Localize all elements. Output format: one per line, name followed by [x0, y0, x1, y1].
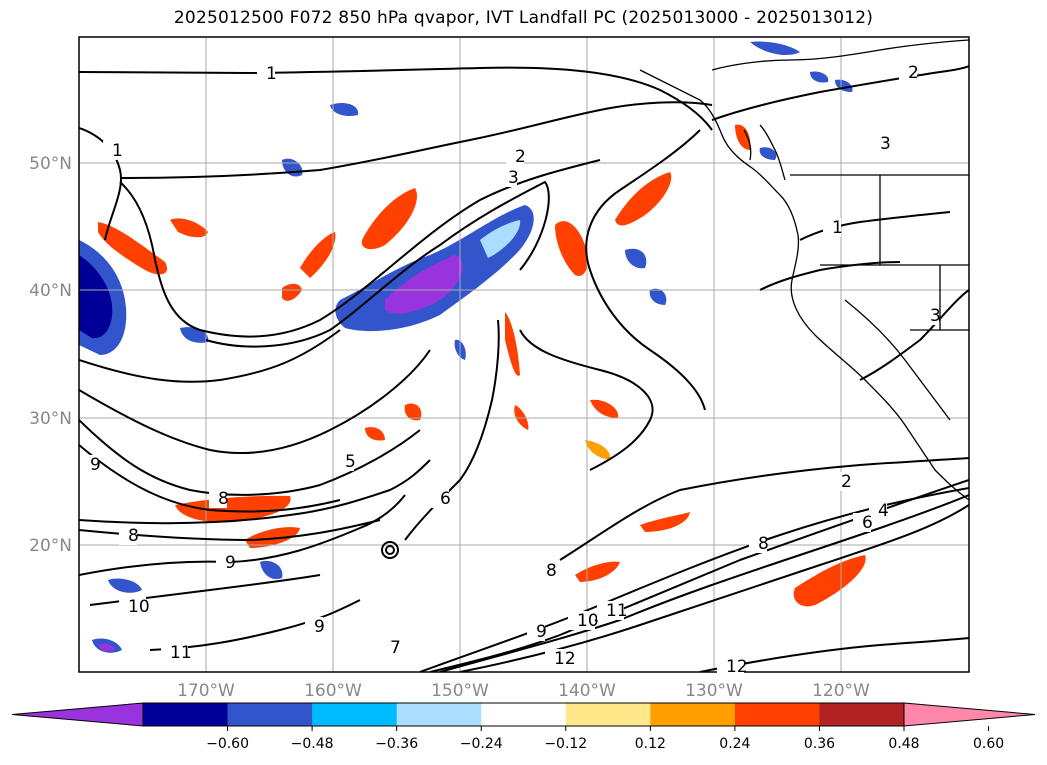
contour-label: 2 — [908, 63, 919, 83]
contour-label-bg — [832, 472, 850, 491]
colorbar-tick-label: −0.24 — [460, 736, 503, 752]
colorbar-swatch — [143, 703, 229, 726]
contour-label: 3 — [508, 168, 519, 188]
contour-label: 9 — [314, 617, 325, 637]
lat-label-50n: 50°N — [29, 154, 72, 174]
contour-label: 1 — [266, 64, 277, 84]
contour-label: 12 — [554, 649, 576, 669]
contour-label: 8 — [218, 489, 229, 509]
colorbar-swatch — [819, 703, 905, 726]
contour-label-bg — [161, 643, 188, 662]
contour-label: 7 — [390, 638, 401, 658]
contour-label-bg — [899, 63, 917, 82]
contour-label-bg — [749, 534, 767, 553]
contour-label: 2 — [515, 147, 526, 167]
ivt-contours — [79, 65, 969, 672]
contour-label-bg — [568, 611, 595, 630]
contour-label: 9 — [225, 553, 236, 573]
contour-label: 8 — [128, 526, 139, 546]
contour-label: 8 — [546, 561, 557, 581]
contour-label-bg — [921, 306, 939, 325]
lat-label-20n: 20°N — [29, 536, 72, 556]
colorbar-tick-label: −0.60 — [206, 736, 249, 752]
colorbar-max-arrow — [903, 702, 1036, 727]
contour-label: 1 — [832, 218, 843, 238]
colorbar-tick-label: 0.48 — [888, 736, 919, 752]
colorbar-tick-label: −0.36 — [375, 736, 418, 752]
lat-label-40n: 40°N — [29, 281, 72, 301]
coastline — [639, 39, 969, 501]
contour-label: 8 — [758, 534, 769, 554]
contour-label: 5 — [345, 452, 356, 472]
contour-label-bg — [499, 168, 517, 187]
colorbar-tick-label: 0.60 — [973, 736, 1004, 752]
contour-label-bg — [869, 501, 887, 520]
contour-label: 6 — [862, 513, 873, 533]
contour-label-bg — [431, 489, 449, 508]
contour-label: 2 — [841, 472, 852, 492]
lon-label-160w: 160°W — [304, 681, 362, 701]
map-title: 2025012500 F072 850 hPa qvapor, IVT Land… — [173, 8, 874, 28]
qvapor-anomaly-fill — [79, 41, 866, 653]
contour-label: 3 — [930, 306, 941, 326]
colorbar-swatch — [565, 703, 651, 726]
contour-label: 3 — [880, 134, 891, 154]
contour-label-bg — [823, 218, 841, 237]
contour-label-bg — [119, 526, 137, 545]
contour-label: 9 — [536, 622, 547, 642]
colorbar-swatch — [312, 703, 398, 726]
contour-label-bg — [336, 452, 354, 471]
colorbar-swatch — [734, 703, 820, 726]
lon-label-170w: 170°W — [177, 681, 235, 701]
contour-label-bg — [119, 597, 146, 616]
plot-frame — [78, 36, 970, 673]
contour-label-bg — [853, 513, 871, 532]
contour-label-bg — [381, 638, 399, 657]
contour-label: 11 — [170, 643, 192, 663]
colorbar-tick-label: 0.36 — [804, 736, 835, 752]
colorbar-tick-label: −0.48 — [291, 736, 334, 752]
lon-label-140w: 140°W — [558, 681, 616, 701]
contour-label: 12 — [726, 657, 748, 677]
lon-label-150w: 150°W — [431, 681, 489, 701]
contour-label-bg — [871, 134, 889, 153]
contour-label-bg — [209, 489, 227, 508]
contour-label-bg — [103, 141, 121, 160]
contour-label: 6 — [440, 489, 451, 509]
contour-label-bg — [506, 147, 524, 166]
contour-label-bg — [81, 455, 99, 474]
lat-label-30n: 30°N — [29, 409, 72, 429]
contour-label-bg — [545, 649, 572, 668]
colorbar-swatch — [481, 703, 567, 726]
lon-label-130w: 130°W — [685, 681, 743, 701]
contour-label-bg — [527, 622, 545, 641]
colorbar-tick-label: 0.24 — [719, 736, 750, 752]
colorbar-swatch — [396, 703, 482, 726]
colorbar-tick-label: −0.12 — [544, 736, 587, 752]
colorbar-frame — [142, 702, 905, 727]
colorbar: −0.60 −0.48 −0.36 −0.24 −0.12 0.12 0.24 0.36 0.4… — [11, 702, 1036, 752]
colorbar-tick-label: 0.12 — [635, 736, 666, 752]
contour-label: 10 — [128, 597, 150, 617]
contour-label-bg — [216, 553, 234, 572]
colorbar-swatch — [227, 703, 313, 726]
colorbar-min-arrow — [11, 702, 144, 727]
contour-label: 9 — [90, 455, 101, 475]
contour-label: 1 — [112, 141, 123, 161]
lon-label-120w: 120°W — [812, 681, 870, 701]
contour-label-bg — [597, 601, 624, 620]
colorbar-swatch — [650, 703, 736, 726]
contour-label: 11 — [606, 601, 628, 621]
contour-label-bg — [537, 561, 555, 580]
contour-label-bg — [305, 617, 323, 636]
contour-label: 10 — [577, 611, 599, 631]
contour-label-bg — [717, 657, 744, 676]
contour-label: 4 — [878, 501, 889, 521]
contour-label-bg — [257, 64, 275, 83]
